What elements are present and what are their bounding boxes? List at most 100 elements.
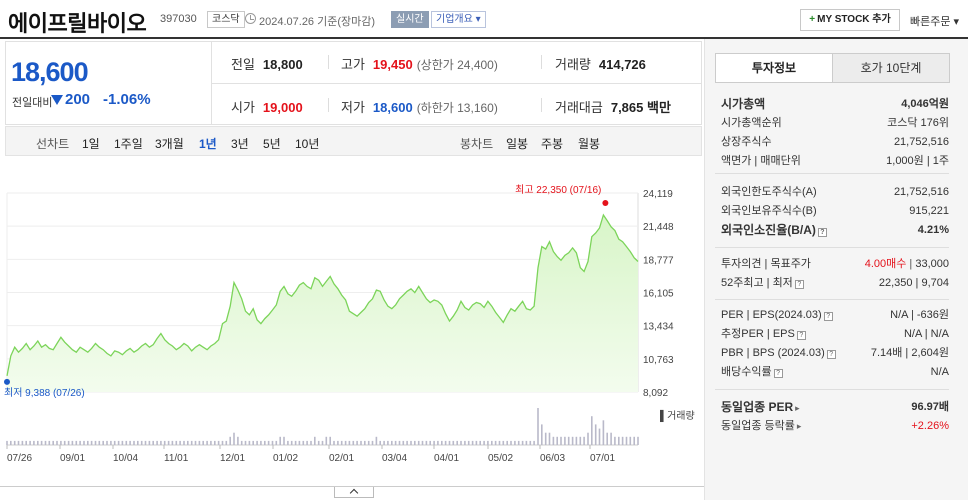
industry-per-value: 96.97배 xyxy=(911,401,949,413)
period-5y[interactable]: 5년 xyxy=(263,137,281,151)
price-chart: 24,119 21,448 18,777 16,105 13,434 10,763 8,09… xyxy=(0,156,704,486)
volume-bar xyxy=(256,440,258,445)
lower-limit: (하한가 13,160) xyxy=(416,101,498,115)
volume-bar xyxy=(437,440,439,445)
volume-bar xyxy=(625,436,628,445)
industry-per-text: 동일업종 PER xyxy=(721,400,794,414)
help-icon[interactable]: ? xyxy=(773,369,783,378)
volume-bar xyxy=(371,440,374,445)
change-value: 200 xyxy=(65,91,91,108)
opinion-label: 투자의견 | 목표주가 xyxy=(721,258,811,270)
period-1y[interactable]: 1년 xyxy=(199,137,217,151)
collapse-chart-button[interactable] xyxy=(334,487,374,498)
volume-bar xyxy=(421,440,424,445)
help-icon[interactable]: ? xyxy=(794,280,804,289)
y-tick-label: 8,092 xyxy=(643,388,668,399)
high-label: 고가 xyxy=(341,57,365,72)
max-marker xyxy=(602,199,609,206)
help-icon[interactable]: ? xyxy=(826,350,836,359)
volume-bar xyxy=(302,440,305,445)
volume-bar xyxy=(175,440,178,445)
volume-bar xyxy=(525,440,528,445)
amount-label: 거래대금 xyxy=(555,100,603,115)
help-icon[interactable]: ? xyxy=(817,228,827,237)
tab-invest-info[interactable]: 투자정보 xyxy=(715,53,833,83)
industry-change-label: 동일업종 등락률 ▸ xyxy=(721,417,801,436)
divider xyxy=(715,82,949,83)
low-value: 18,600 xyxy=(372,100,413,115)
open-label: 시가 xyxy=(231,100,255,115)
volume-bar xyxy=(83,440,85,445)
dividend-value: N/A xyxy=(930,366,949,378)
chevron-right-icon: ▸ xyxy=(795,403,800,413)
volume-bar xyxy=(137,440,139,445)
company-overview-dropdown[interactable]: 기업개요 ▾ xyxy=(431,11,486,28)
stock-code: 397030 xyxy=(160,13,197,25)
y-tick-label: 18,777 xyxy=(643,255,674,266)
candle-daily[interactable]: 일봉 xyxy=(506,137,529,151)
info-row[interactable]: 동일업종 등락률 ▸ +2.26% xyxy=(721,417,949,436)
volume-bar xyxy=(475,440,478,445)
per-eps-label: PER | EPS(2024.03)? xyxy=(721,306,833,325)
help-icon[interactable]: ? xyxy=(823,312,833,321)
listed-shares-label: 상장주식수 xyxy=(721,136,772,148)
opinion-section: 투자의견 | 목표주가 4.00매수 | 33,000 52주최고 | 최저? 22… xyxy=(715,248,949,300)
candle-monthly[interactable]: 월봉 xyxy=(578,137,601,151)
realtime-badge[interactable]: 실시간 xyxy=(391,11,429,28)
volume-bar xyxy=(325,436,328,445)
add-my-stock-button[interactable]: + MY STOCK 추가 xyxy=(800,9,900,31)
fast-order-dropdown[interactable]: 빠른주문 ▾ xyxy=(910,16,960,28)
volume-bar xyxy=(179,440,181,445)
volume-bar xyxy=(537,408,539,445)
volume-bar xyxy=(33,440,35,445)
candle-weekly[interactable]: 주봉 xyxy=(541,137,564,151)
foreign-ratio-text: 외국인소진율(B/A) xyxy=(721,223,816,237)
separator: | xyxy=(906,258,916,270)
period-3y[interactable]: 3년 xyxy=(231,137,249,151)
min-marker xyxy=(4,378,10,385)
period-1w[interactable]: 1주일 xyxy=(114,137,143,151)
volume-bar xyxy=(225,440,228,445)
volume-bar xyxy=(217,440,220,445)
open-value: 19,000 xyxy=(262,100,303,115)
volume-bar xyxy=(110,440,112,445)
price-line xyxy=(6,213,639,377)
volume-bar xyxy=(252,440,254,445)
volume-bar xyxy=(567,436,570,445)
dividend-label: 배당수익률? xyxy=(721,363,783,382)
price-chart-svg: 24,119 21,448 18,777 16,105 13,434 10,763 8,09… xyxy=(4,184,695,464)
volume-bar xyxy=(190,440,193,445)
listed-shares-value: 21,752,516 xyxy=(893,136,949,148)
x-tick-label: 05/02 xyxy=(488,453,513,464)
tab-quote-10[interactable]: 호가 10단계 xyxy=(832,53,950,83)
period-3m[interactable]: 3개월 xyxy=(155,137,184,151)
volume-value: 414,726 xyxy=(598,57,646,72)
volume-bar xyxy=(556,436,558,445)
volume-bar xyxy=(44,440,47,445)
volume-bar xyxy=(544,432,547,445)
volume-bar xyxy=(140,440,143,445)
period-1d[interactable]: 1일 xyxy=(82,137,100,151)
y-tick-label: 10,763 xyxy=(643,355,674,366)
info-row[interactable]: 동일업종 PER ▸ 96.97배 xyxy=(721,398,949,417)
volume-bar xyxy=(483,440,485,445)
volume-bar xyxy=(352,440,355,445)
period-10y[interactable]: 10년 xyxy=(295,137,320,151)
volume-bar xyxy=(579,436,582,445)
volume-bar xyxy=(387,440,389,445)
volume-bar xyxy=(517,440,520,445)
volume-bar xyxy=(17,440,20,445)
volume-bar xyxy=(491,440,493,445)
volume-bar xyxy=(98,440,101,445)
chart-period-bar: 선차트 1일 1주일 3개월 1년 3년 5년 10년 봉차트 일봉 주봉 월봉 xyxy=(5,126,702,156)
down-triangle-icon xyxy=(51,95,63,105)
volume-bar xyxy=(598,428,601,445)
est-per-eps-label: 추정PER | EPS? xyxy=(721,325,806,344)
est-per-eps-value: N/A | N/A xyxy=(903,328,949,340)
valuation-section: PER | EPS(2024.03)? N/A | -636원 추정PER | E… xyxy=(715,300,949,390)
low-label: 저가 xyxy=(341,100,365,115)
help-icon[interactable]: ? xyxy=(796,331,806,340)
volume-bar xyxy=(575,436,578,445)
volume-bar xyxy=(244,440,247,445)
x-tick-label: 12/01 xyxy=(220,453,245,464)
